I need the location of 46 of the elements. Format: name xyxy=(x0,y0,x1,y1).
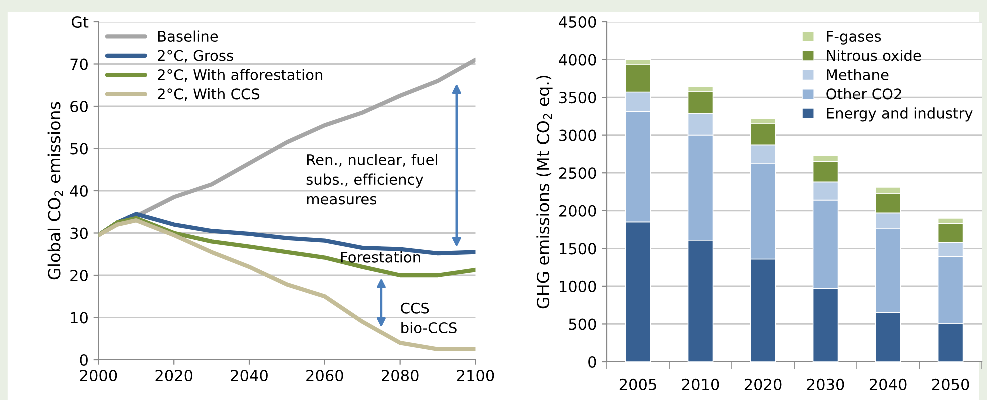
x-tick-label: 2080 xyxy=(382,370,419,382)
x-tick-label: 2020 xyxy=(744,378,782,390)
x-tick-label: 2040 xyxy=(870,378,907,390)
y-tick-label: 30 xyxy=(70,228,88,240)
legend-label: F-gases xyxy=(827,31,882,45)
annotation: Forestation xyxy=(341,252,420,263)
y-axis-title: Global CO$_{2}$ emissions xyxy=(48,102,64,280)
y-tick-label: 0 xyxy=(588,356,596,368)
legend-label: Nitrous oxide xyxy=(827,50,922,62)
x-tick-label: 2010 xyxy=(682,378,720,390)
legend-label: Energy and industry xyxy=(827,108,973,122)
annotation: Ren., nuclear, fuel subs., efficiency measures xyxy=(306,154,438,205)
y-tick-label: 2000 xyxy=(560,205,596,217)
y-tick-label: 40 xyxy=(70,185,88,198)
y-axis-title: GHG emissions (Mt CO$_{2}$ eq.) xyxy=(536,76,553,309)
y-tick-label: 10 xyxy=(71,312,88,324)
y-tick-label: 3500 xyxy=(560,92,596,104)
x-tick-label: 2050 xyxy=(932,378,970,390)
y-tick-label: 1500 xyxy=(560,243,596,255)
y-tick-label: Gt xyxy=(72,16,89,28)
line-series xyxy=(98,218,476,352)
x-tick-label: 2005 xyxy=(620,378,656,390)
y-tick-label: 4000 xyxy=(559,54,596,66)
legend-label: Methane xyxy=(827,69,889,80)
x-tick-label: 2040 xyxy=(231,370,268,382)
y-tick-label: 500 xyxy=(569,318,596,330)
y-tick-label: 70 xyxy=(70,58,88,70)
x-tick-label: 2020 xyxy=(156,370,193,382)
legend-label: Other CO2 xyxy=(826,88,902,100)
annotation: CCS bio-CCS xyxy=(401,302,457,334)
y-tick-label: 2500 xyxy=(560,168,596,180)
legend-label: 2°C, Gross xyxy=(158,50,234,63)
y-tick-label: 20 xyxy=(70,270,88,282)
y-tick-label: 4500 xyxy=(559,16,596,28)
legend-label: 2°C, With afforestation xyxy=(158,69,323,82)
y-tick-label: 60 xyxy=(70,100,88,113)
x-tick-label: 2000 xyxy=(80,370,118,382)
x-tick-label: 2030 xyxy=(807,378,844,390)
y-tick-label: 0 xyxy=(80,354,88,366)
y-tick-label: 3000 xyxy=(560,130,596,142)
x-tick-label: 2060 xyxy=(306,370,344,382)
legend-label: 2°C, With CCS xyxy=(158,88,260,102)
y-tick-label: 50 xyxy=(70,143,88,155)
legend-label: Baseline xyxy=(158,30,218,42)
x-tick-label: 2100 xyxy=(457,370,494,382)
y-tick-label: 1000 xyxy=(560,280,596,292)
